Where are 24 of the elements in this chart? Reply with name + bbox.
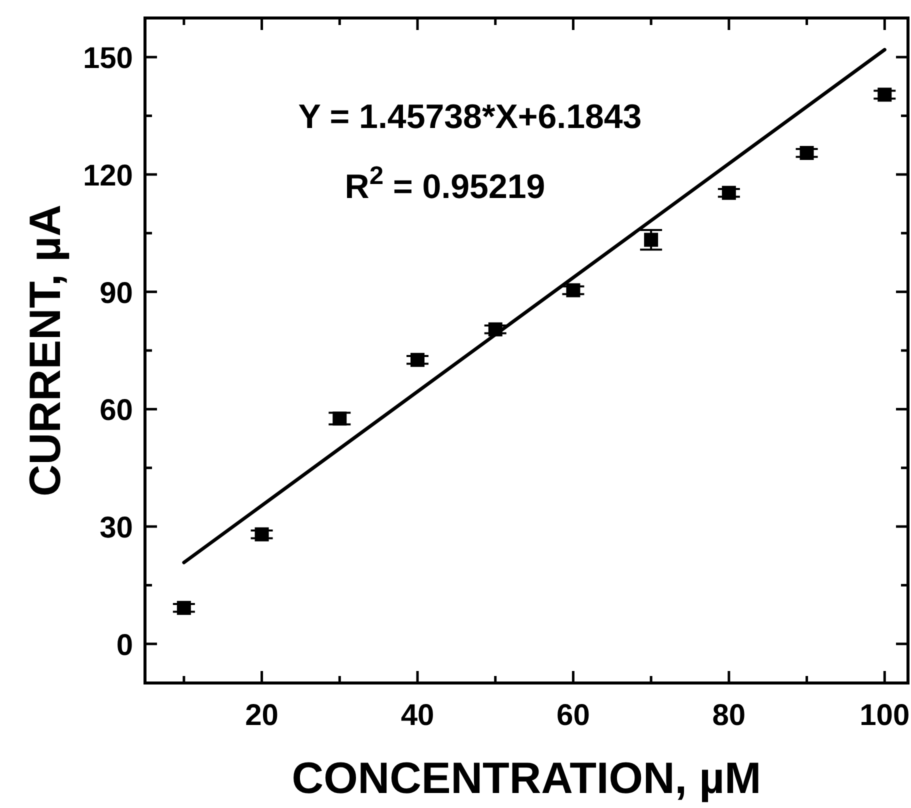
y-axis-title: CURRENT, µA — [21, 204, 70, 496]
annotation: R$^{2}$ = 0.95219 — [344, 162, 546, 206]
point — [332, 412, 347, 426]
y-tick-label: 0 — [116, 628, 133, 662]
x-tick-label: 60 — [556, 699, 590, 732]
x-tick-label: 20 — [245, 699, 278, 732]
y-tick-label: 90 — [100, 276, 133, 310]
x-tick-label: 100 — [860, 699, 910, 732]
x-tick-label: 40 — [400, 699, 434, 732]
y-tick-label: 60 — [100, 394, 133, 428]
annotation: Y = 1.45738*X+6.1843 — [298, 98, 642, 136]
point — [644, 232, 658, 247]
point — [800, 146, 814, 160]
y-tick-label: 30 — [100, 512, 133, 545]
point — [410, 352, 424, 367]
x-tick-label: 80 — [712, 699, 746, 732]
point — [722, 186, 736, 200]
y-tick-label: 150 — [82, 42, 133, 76]
point — [176, 600, 191, 615]
y-tick-label: 120 — [82, 159, 133, 192]
point — [566, 283, 580, 298]
point — [878, 88, 892, 102]
x-axis-title: CONCENTRATION, µM — [292, 754, 762, 803]
point — [254, 527, 269, 542]
